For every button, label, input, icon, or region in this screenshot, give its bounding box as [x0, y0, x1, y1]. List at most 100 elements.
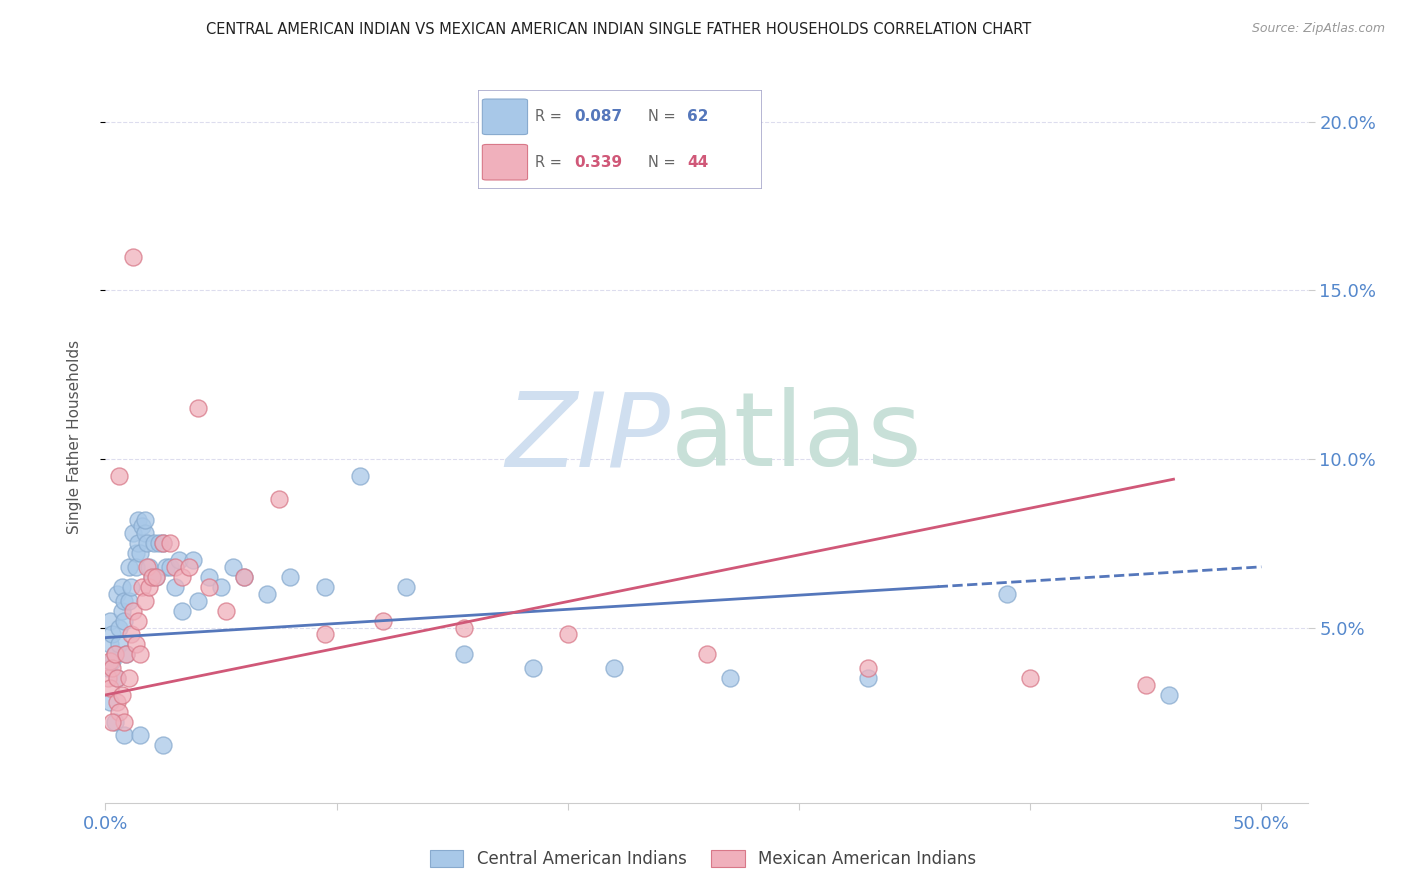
Point: [127, 614, 149, 628]
Text: atlas: atlas: [671, 386, 922, 488]
Point: [112, 593, 135, 607]
Point: [163, 580, 186, 594]
Point: [124, 546, 146, 560]
Legend: Central American Indians, Mexican American Indians: Central American Indians, Mexican Americ…: [423, 843, 983, 875]
Point: [557, 627, 579, 641]
Point: [115, 648, 138, 662]
Point: [112, 614, 135, 628]
Point: [108, 705, 131, 719]
Point: [141, 570, 163, 584]
Point: [97, 671, 120, 685]
Point: [98, 614, 121, 628]
Point: [858, 661, 880, 675]
Point: [718, 671, 741, 685]
Point: [1019, 671, 1042, 685]
Point: [98, 681, 121, 696]
Point: [111, 580, 134, 594]
Point: [101, 654, 124, 668]
Point: [170, 604, 193, 618]
Point: [105, 671, 128, 685]
Point: [858, 671, 880, 685]
Point: [104, 648, 127, 662]
Point: [122, 526, 145, 541]
Point: [152, 739, 174, 753]
Point: [101, 627, 124, 641]
Point: [105, 587, 128, 601]
Point: [117, 593, 139, 607]
Point: [395, 580, 418, 594]
Point: [131, 580, 153, 594]
Point: [120, 580, 142, 594]
Point: [695, 648, 717, 662]
Point: [101, 714, 124, 729]
Point: [169, 553, 191, 567]
Point: [267, 492, 290, 507]
Point: [129, 728, 152, 742]
Point: [98, 654, 121, 668]
Point: [104, 714, 127, 729]
Point: [134, 513, 156, 527]
Point: [453, 621, 475, 635]
Point: [163, 559, 186, 574]
Point: [117, 559, 139, 574]
Point: [198, 580, 221, 594]
Point: [111, 688, 134, 702]
Point: [124, 637, 146, 651]
Point: [120, 627, 142, 641]
Point: [122, 250, 145, 264]
Point: [98, 695, 121, 709]
Point: [136, 559, 159, 574]
Point: [131, 519, 153, 533]
Point: [138, 559, 160, 574]
Point: [1157, 688, 1180, 702]
Point: [214, 604, 236, 618]
Point: [136, 536, 159, 550]
Point: [141, 570, 163, 584]
Point: [138, 580, 160, 594]
Point: [108, 468, 131, 483]
Point: [256, 587, 278, 601]
Point: [98, 637, 121, 651]
Point: [105, 695, 128, 709]
Point: [371, 614, 394, 628]
Point: [233, 570, 256, 584]
Point: [117, 671, 139, 685]
Point: [129, 648, 152, 662]
Point: [129, 546, 152, 560]
Point: [111, 604, 134, 618]
Point: [104, 648, 127, 662]
Point: [314, 580, 336, 594]
Text: ZIP: ZIP: [506, 387, 671, 487]
Point: [181, 553, 204, 567]
Point: [127, 536, 149, 550]
Point: [108, 621, 131, 635]
Point: [155, 559, 177, 574]
Point: [134, 526, 156, 541]
Point: [152, 536, 174, 550]
Point: [603, 661, 626, 675]
Point: [122, 604, 145, 618]
Point: [995, 587, 1018, 601]
Point: [143, 536, 166, 550]
Point: [198, 570, 221, 584]
Point: [170, 570, 193, 584]
Point: [1135, 678, 1157, 692]
Point: [522, 661, 544, 675]
Point: [108, 637, 131, 651]
Y-axis label: Single Father Households: Single Father Households: [67, 340, 82, 534]
Point: [233, 570, 256, 584]
Point: [177, 559, 200, 574]
Point: [127, 513, 149, 527]
Point: [148, 536, 170, 550]
Point: [112, 714, 135, 729]
Point: [453, 648, 475, 662]
Point: [97, 661, 120, 675]
Point: [124, 559, 146, 574]
Point: [112, 728, 135, 742]
Point: [349, 468, 371, 483]
Point: [221, 559, 243, 574]
Point: [280, 570, 302, 584]
Point: [187, 401, 209, 416]
Point: [314, 627, 336, 641]
Text: CENTRAL AMERICAN INDIAN VS MEXICAN AMERICAN INDIAN SINGLE FATHER HOUSEHOLDS CORR: CENTRAL AMERICAN INDIAN VS MEXICAN AMERI…: [207, 22, 1031, 37]
